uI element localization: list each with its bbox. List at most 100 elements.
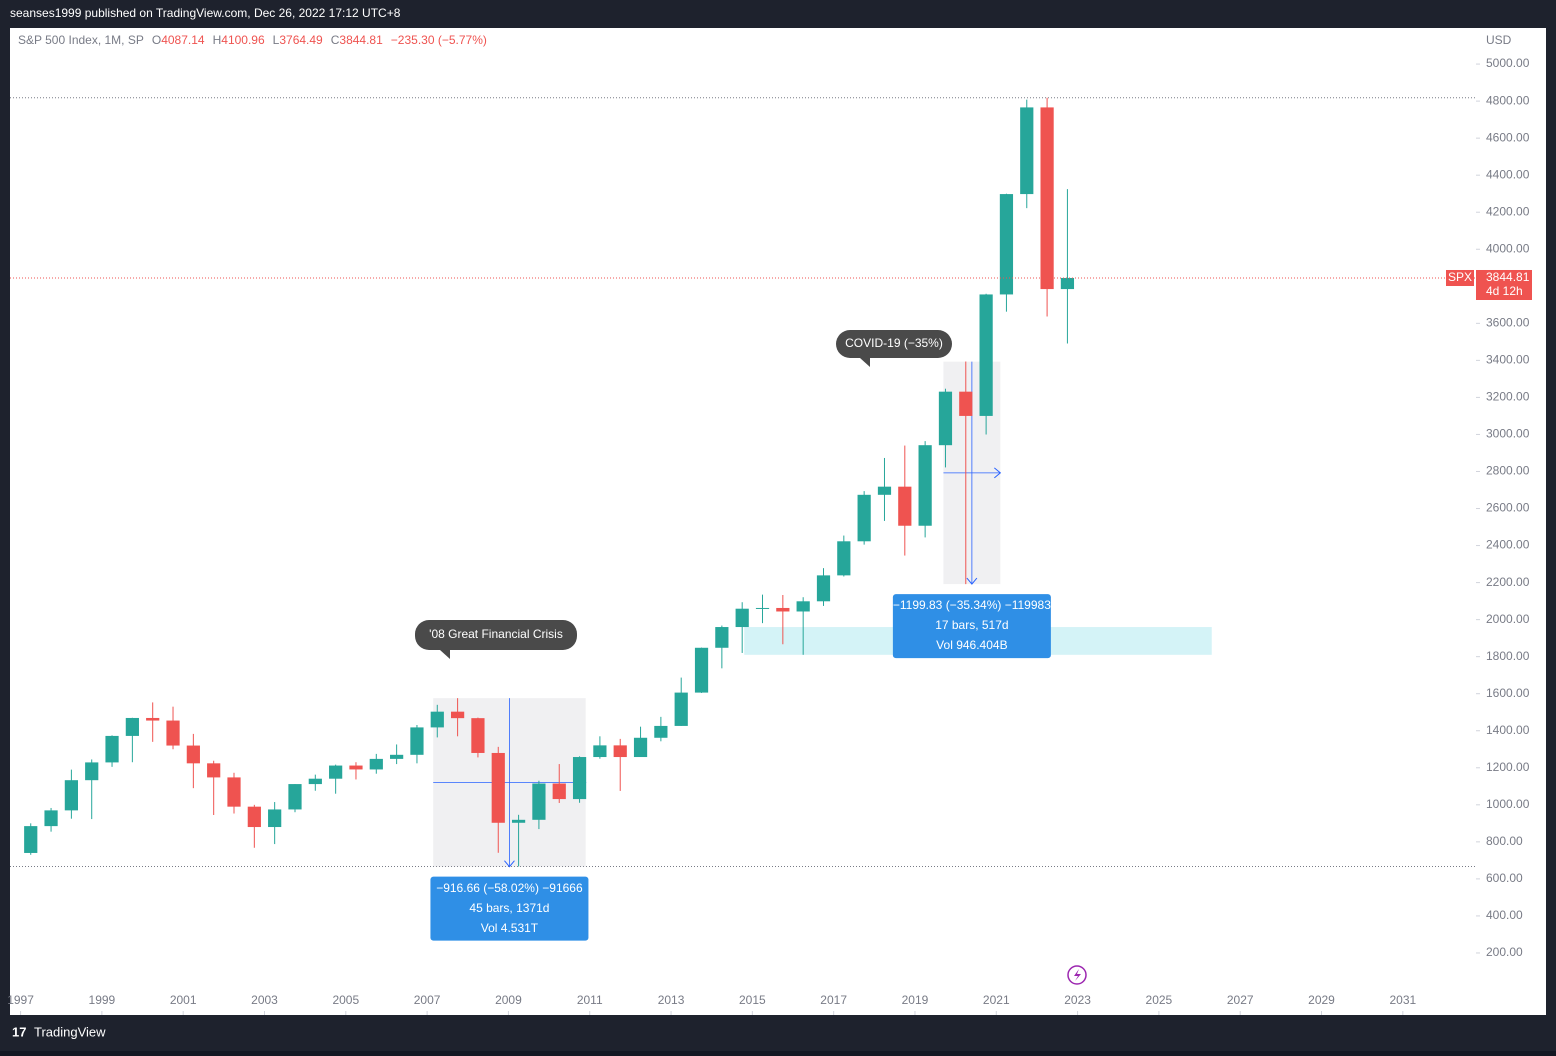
measure-text: 45 bars, 1371d — [469, 901, 549, 915]
candle-body — [654, 725, 668, 738]
candle-body — [1060, 277, 1075, 290]
candle-body — [1020, 107, 1034, 195]
measure-arrow — [966, 467, 1002, 585]
header: seanses1999 published on TradingView.com… — [10, 6, 401, 20]
candle-body — [857, 494, 871, 542]
y-tick-label: 3200.00 — [1486, 390, 1530, 404]
y-tick-label: 4600.00 — [1486, 130, 1530, 144]
callout-tail — [440, 650, 450, 659]
x-tick-label: 2009 — [495, 993, 522, 1007]
price-tag — [1476, 269, 1532, 300]
candle-body — [64, 780, 78, 811]
legend-field-label: H — [213, 33, 222, 47]
callout-text: '08 Great Financial Crisis — [429, 627, 563, 641]
candle-body — [938, 391, 953, 446]
candle-body — [430, 711, 444, 728]
candle-body — [511, 819, 526, 823]
y-tick-label: 400.00 — [1486, 908, 1523, 922]
x-tick-label: 2003 — [251, 993, 278, 1007]
y-tick-label: 4400.00 — [1486, 167, 1530, 181]
x-tick-label: 2011 — [577, 993, 603, 1007]
measure-text: −1199.83 (−35.34%) −119983 — [893, 598, 1051, 612]
legend-field-label: L — [273, 33, 280, 47]
candle-body — [166, 720, 180, 746]
x-tick-label: 2029 — [1308, 993, 1335, 1007]
candle-body — [471, 718, 485, 753]
y-tick-label: 3600.00 — [1486, 316, 1530, 330]
candle-body — [979, 294, 993, 416]
callout-text: COVID-19 (−35%) — [845, 336, 943, 350]
candle-body — [105, 735, 119, 763]
candle-body — [674, 692, 688, 726]
measure-text: 17 bars, 517d — [935, 618, 1008, 632]
x-tick-label: 2007 — [414, 993, 441, 1007]
candle-body — [410, 727, 424, 755]
y-tick-label: 800.00 — [1486, 834, 1523, 848]
y-tick-label: 2600.00 — [1486, 501, 1530, 515]
callout-tail — [860, 358, 870, 367]
y-tick-label: 3400.00 — [1486, 353, 1530, 367]
candle-body — [552, 783, 566, 800]
y-tick-label: 1600.00 — [1486, 686, 1530, 700]
candle-body — [918, 445, 932, 526]
candle-body — [999, 194, 1014, 295]
x-tick-label: 2027 — [1227, 993, 1254, 1007]
y-tick-label: 3000.00 — [1486, 427, 1530, 441]
chart-area — [10, 28, 1546, 1015]
legend-field-value: 3844.81 — [339, 33, 383, 47]
candle-body — [776, 607, 790, 612]
candle-body — [390, 754, 404, 759]
candle-body — [572, 757, 587, 800]
currency: USD — [1486, 33, 1512, 47]
candle-body — [532, 783, 546, 820]
candle-body — [715, 627, 729, 648]
y-tick-label: 2400.00 — [1486, 538, 1530, 552]
candle-body — [796, 601, 810, 612]
measure-text: Vol 4.531T — [481, 921, 539, 935]
y-tick-label: 2200.00 — [1486, 575, 1530, 589]
y-tick-label: 4800.00 — [1486, 93, 1530, 107]
legend-field-value: 3764.49 — [279, 33, 323, 47]
y-tick-label: 4200.00 — [1486, 204, 1530, 218]
x-tick-label: 1999 — [89, 993, 116, 1007]
y-tick-label: 1000.00 — [1486, 797, 1530, 811]
x-tick-label: 2013 — [658, 993, 685, 1007]
candle-body — [450, 711, 465, 719]
candle-body — [146, 717, 160, 721]
x-tick-label: 2005 — [332, 993, 359, 1007]
candle-body — [227, 777, 241, 807]
price-label: 3844.81 — [1486, 270, 1530, 284]
candle-body — [633, 737, 648, 758]
legend-field-label: C — [331, 33, 340, 47]
candle-body — [877, 486, 892, 495]
x-tick-label: 2021 — [983, 993, 1010, 1007]
candle-body — [44, 810, 58, 827]
x-tick-label: 2001 — [170, 993, 197, 1007]
candle-body — [755, 607, 770, 609]
x-tick-label: 2031 — [1389, 993, 1416, 1007]
candle-body — [613, 745, 627, 758]
x-tick-label: 2019 — [902, 993, 929, 1007]
candle-body — [125, 717, 139, 736]
y-tick-label: 1800.00 — [1486, 649, 1530, 663]
lightning-icon[interactable] — [1067, 965, 1087, 985]
countdown: 4d 12h — [1486, 284, 1523, 298]
candle-body — [816, 575, 831, 602]
candle-body — [735, 608, 749, 628]
y-tick-label: 4000.00 — [1486, 241, 1530, 255]
x-tick-label: 2023 — [1064, 993, 1091, 1007]
logo: 17 — [12, 1024, 26, 1039]
candle-body — [288, 784, 302, 810]
symbol-tag — [1446, 269, 1474, 286]
candle-body — [207, 763, 221, 778]
y-tick-label: 2000.00 — [1486, 612, 1530, 626]
legend-field-value: 4100.96 — [221, 33, 265, 47]
candle-body — [593, 745, 607, 758]
legend-name: S&P 500 Index, 1M, SP — [18, 33, 144, 47]
candle-body — [268, 809, 282, 828]
y-tick-label: 5000.00 — [1486, 56, 1530, 70]
x-tick-label: 1997 — [7, 993, 34, 1007]
y-tick-label: 1200.00 — [1486, 760, 1530, 774]
